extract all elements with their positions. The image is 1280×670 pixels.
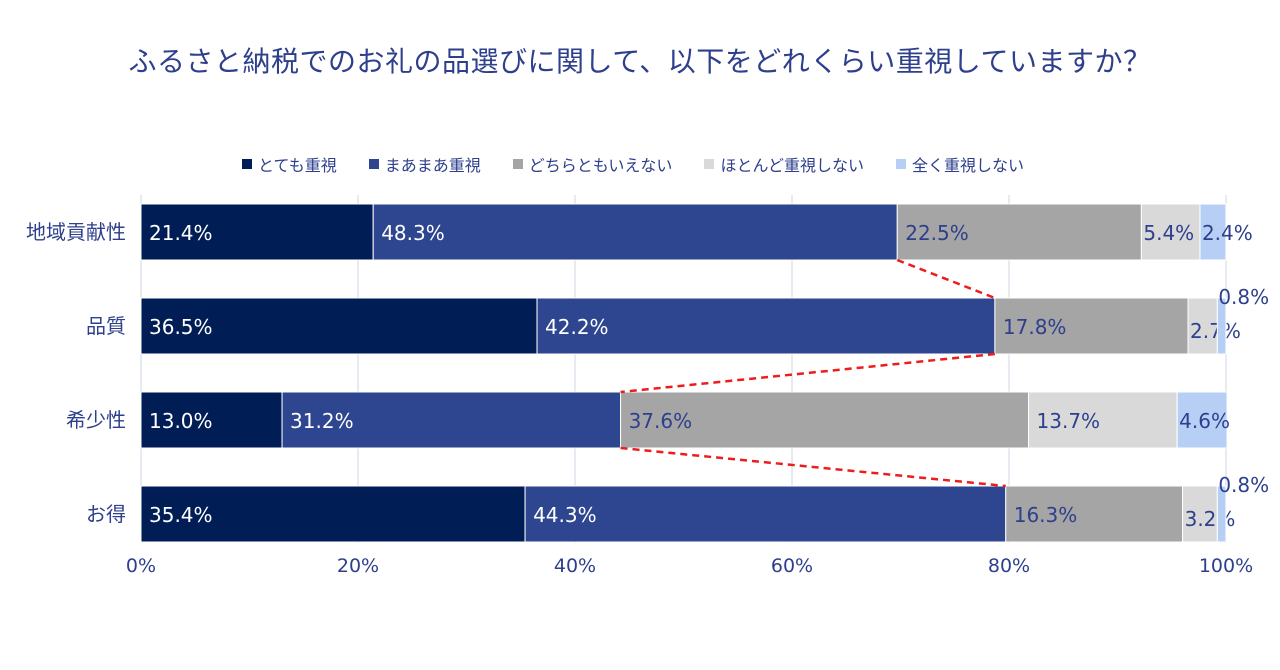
connector-line <box>896 258 996 300</box>
legend-label: 全く重視しない <box>911 156 1024 175</box>
bar-segment <box>372 203 898 261</box>
legend: とても重視 まあまあ重視 どちらともいえない ほとんど重視しない 全く重視しない <box>242 152 1024 176</box>
legend-swatch <box>895 159 906 169</box>
bar-segment <box>524 485 1007 543</box>
data-label: 0.8% <box>1218 473 1269 497</box>
bar-segment <box>1182 485 1218 543</box>
bar-segment <box>620 391 1030 449</box>
data-label: 13.7% <box>1037 409 1101 433</box>
bar-segment <box>896 203 1142 261</box>
data-label: 44.3% <box>533 503 597 527</box>
data-label: 35.4% <box>149 503 213 527</box>
connector-line <box>620 352 996 394</box>
data-label: 2.4% <box>1202 221 1253 245</box>
bar-segment <box>1216 485 1227 543</box>
legend-label: どちらともいえない <box>528 156 673 175</box>
bar-segment <box>140 297 538 355</box>
data-label: 22.5% <box>905 221 969 245</box>
data-label: 36.5% <box>149 315 213 339</box>
bar-segment <box>1199 203 1227 261</box>
bar-segment <box>1176 391 1228 449</box>
legend-item: 全く重視しない <box>895 152 1024 176</box>
data-label: 48.3% <box>381 221 445 245</box>
bar-segment <box>140 203 374 261</box>
bar-segment <box>1140 203 1201 261</box>
data-label: 16.3% <box>1014 503 1078 527</box>
bar-segment <box>1187 297 1218 355</box>
legend-label: とても重視 <box>258 156 337 175</box>
legend-item: どちらともいえない <box>512 152 673 176</box>
legend-swatch <box>368 159 379 169</box>
data-label: 13.0% <box>149 409 213 433</box>
category-label: お得 <box>86 502 126 526</box>
data-label: 37.6% <box>629 409 693 433</box>
bar-segment <box>140 485 526 543</box>
x-tick-label: 40% <box>554 555 596 577</box>
data-label: 21.4% <box>149 221 213 245</box>
legend-swatch <box>704 159 715 169</box>
bar-segment <box>1005 485 1184 543</box>
x-tick-label: 100% <box>1199 555 1253 577</box>
data-label: 17.8% <box>1003 315 1067 339</box>
chart-title: ふるさと納税でのお礼の品選びに関して、以下をどれくらい重視していますか？ <box>128 45 1152 78</box>
legend-item: とても重視 <box>242 152 337 176</box>
data-label: 2.7% <box>1190 319 1241 343</box>
data-label: 0.8% <box>1218 285 1269 309</box>
x-tick-label: 20% <box>337 555 379 577</box>
bar-segment <box>994 297 1189 355</box>
legend-swatch <box>242 159 252 169</box>
connector-line <box>620 446 1006 488</box>
category-label: 希少性 <box>66 408 126 432</box>
legend-swatch <box>512 159 523 169</box>
legend-label: まあまあ重視 <box>384 156 481 175</box>
data-label: 42.2% <box>545 315 609 339</box>
data-label: 5.4% <box>1143 221 1194 245</box>
category-label: 地域貢献性 <box>26 220 126 244</box>
x-tick-label: 0% <box>126 555 156 577</box>
bar-segment <box>1028 391 1178 449</box>
data-label: 31.2% <box>290 409 354 433</box>
data-label: 4.6% <box>1179 409 1230 433</box>
bar-segment <box>140 391 283 449</box>
legend-label: ほとんど重視しない <box>720 156 864 175</box>
bar-segment <box>281 391 622 449</box>
bar-segment <box>1216 297 1227 355</box>
x-tick-label: 80% <box>988 555 1030 577</box>
x-tick-label: 60% <box>771 555 813 577</box>
legend-item: まあまあ重視 <box>368 152 481 176</box>
legend-item: ほとんど重視しない <box>704 152 864 176</box>
category-label: 品質 <box>86 314 126 338</box>
data-label: 3.2% <box>1185 507 1236 531</box>
bar-segment <box>536 297 996 355</box>
